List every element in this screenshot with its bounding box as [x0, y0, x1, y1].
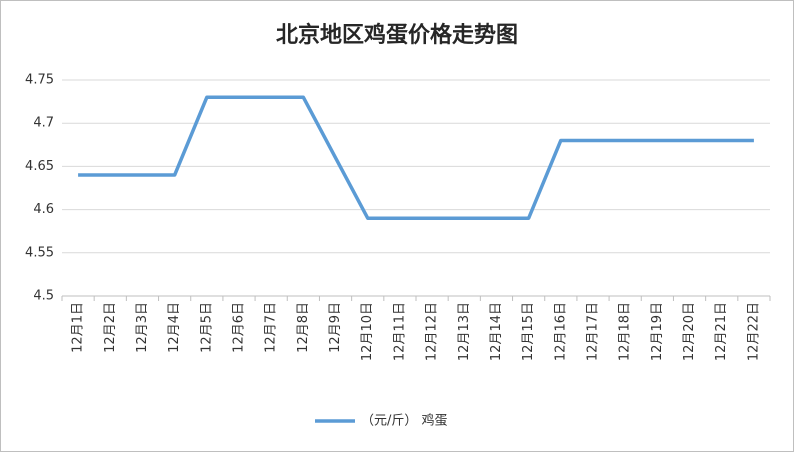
data-line: [78, 95, 754, 220]
y-tick-label: 4.5: [33, 289, 54, 304]
x-tick-label: 12月15日: [521, 302, 536, 361]
x-tick-label: 12月10日: [360, 302, 375, 361]
y-tick-label: 4.7: [33, 116, 54, 131]
x-tick-label: 12月8日: [296, 302, 311, 353]
x-tick-label: 12月6日: [232, 302, 247, 353]
x-tick-label: 12月14日: [489, 302, 504, 361]
x-tick-label: 12月17日: [586, 302, 601, 361]
x-tick-label: 12月13日: [457, 302, 472, 361]
x-tick-label: 12月2日: [103, 302, 118, 353]
x-tick-label: 12月12日: [425, 302, 440, 361]
y-tick-label: 4.6: [33, 202, 54, 217]
x-tick-label: 12月4日: [167, 302, 182, 353]
x-tick-label: 12月5日: [199, 302, 214, 353]
y-tick-label: 4.65: [25, 159, 54, 174]
x-tick-label: 12月9日: [328, 302, 343, 353]
x-tick-label: 12月11日: [392, 302, 407, 361]
y-tick-label: 4.75: [25, 73, 54, 88]
x-tick-label: 12月20日: [682, 302, 697, 361]
x-tick-label: 12月21日: [714, 302, 729, 361]
x-tick-label: 12月7日: [264, 302, 279, 353]
x-tick-label: 12月19日: [650, 302, 665, 361]
x-tick-label: 12月3日: [135, 302, 150, 353]
x-tick-label: 12月1日: [71, 302, 86, 353]
x-tick-label: 12月22日: [746, 302, 761, 361]
x-tick-label: 12月18日: [618, 302, 633, 361]
chart-title: 北京地区鸡蛋价格走势图: [276, 22, 518, 48]
y-tick-label: 4.55: [25, 245, 54, 260]
legend-label: （元/斤） 鸡蛋: [361, 413, 448, 429]
x-tick-label: 12月16日: [553, 302, 568, 361]
